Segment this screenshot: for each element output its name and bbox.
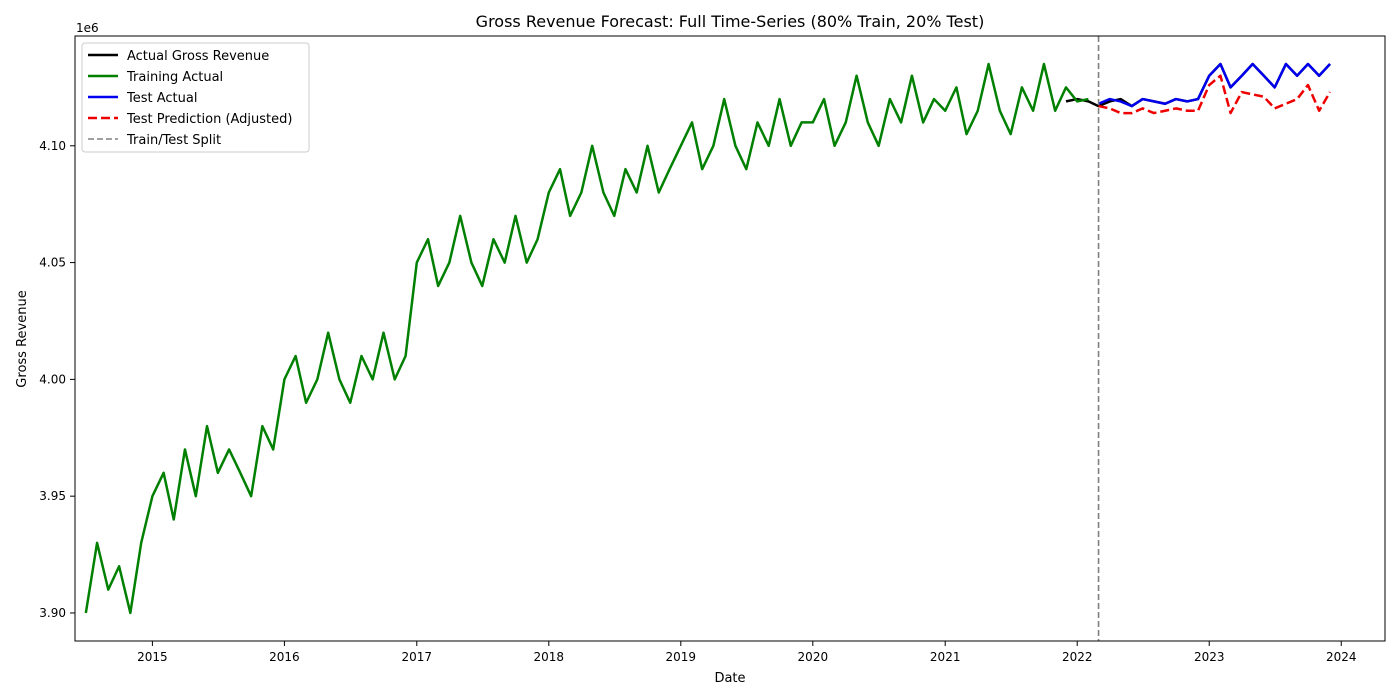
legend-box <box>81 42 310 153</box>
x-tick-label: 2022 <box>1062 650 1093 664</box>
legend-label-actual-gross-revenue: Actual Gross Revenue <box>127 49 269 64</box>
plot-frame <box>74 35 1386 642</box>
x-tick-label: 2018 <box>534 650 565 664</box>
y-tick-label: 4.05 <box>39 256 66 270</box>
x-axis-label: Date <box>714 671 745 686</box>
series-line-training-actual <box>84 62 1089 615</box>
legend-label-train-test-split: Train/Test Split <box>126 133 221 148</box>
x-tick-label: 2021 <box>930 650 961 664</box>
x-tick-label: 2019 <box>666 650 697 664</box>
legend-label-training-actual: Training Actual <box>126 70 223 85</box>
legend-label-test-prediction-adjusted: Test Prediction (Adjusted) <box>126 112 292 127</box>
y-tick-label: 4.00 <box>39 372 66 386</box>
series-layer <box>84 62 1332 615</box>
x-tick-label: 2024 <box>1326 650 1357 664</box>
legend: Actual Gross Revenue Training Actual Test … <box>81 42 310 153</box>
x-tick-label: 2017 <box>402 650 433 664</box>
legend-entries: Actual Gross Revenue Training Actual Test … <box>88 49 292 148</box>
x-tick-label: 2016 <box>269 650 300 664</box>
legend-label-test-actual: Test Actual <box>126 91 197 106</box>
chart-title: Gross Revenue Forecast: Full Time-Series… <box>476 12 985 31</box>
y-tick-label: 4.10 <box>39 139 66 153</box>
y-tick-label: 3.95 <box>39 489 66 503</box>
series-line-test-actual <box>1098 62 1331 108</box>
y-offset-label: 1e6 <box>76 21 99 35</box>
x-tick-label: 2015 <box>137 650 168 664</box>
x-tick-label: 2020 <box>798 650 829 664</box>
y-axis-label: Gross Revenue <box>15 290 30 387</box>
axes-layer: 3.90 3.95 4.00 4.05 4.10 2015 2016 2017 2018 2019… <box>39 139 1356 664</box>
series-line-test-prediction-adjusted <box>1098 74 1332 115</box>
x-tick-label: 2023 <box>1194 650 1225 664</box>
y-tick-label: 3.90 <box>39 606 66 620</box>
